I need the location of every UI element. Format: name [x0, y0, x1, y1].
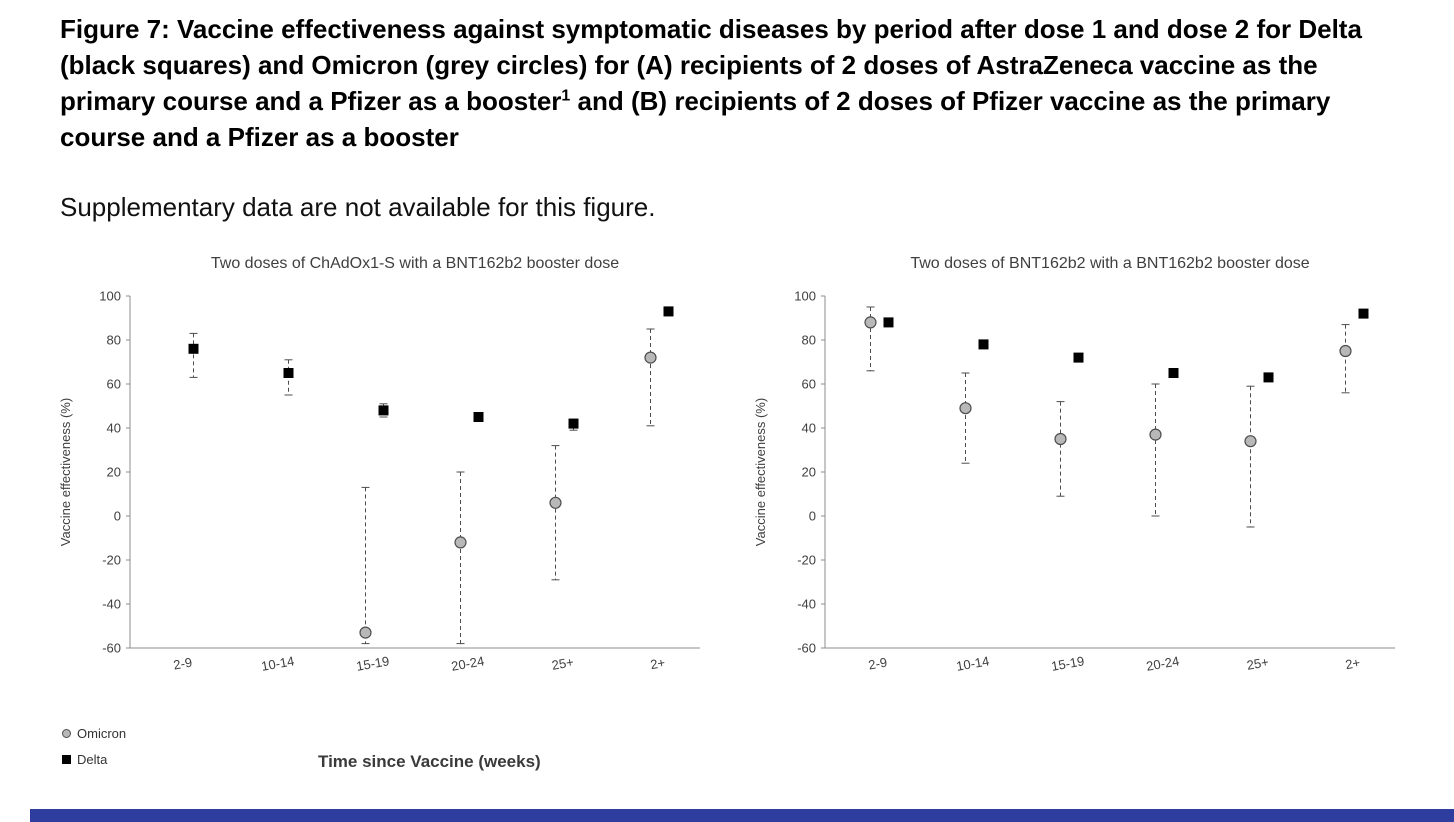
- omicron-marker: [1244, 435, 1257, 448]
- y-tick-label: 20: [107, 465, 121, 480]
- y-tick-label: 40: [802, 421, 816, 436]
- chart-b-canvas: Two doses of BNT162b2 with a BNT162b2 bo…: [753, 255, 1395, 674]
- supplementary-note: Supplementary data are not available for…: [60, 192, 656, 222]
- delta-marker: [1168, 368, 1179, 378]
- y-tick-label: 20: [802, 465, 816, 480]
- x-tick-label: 20-24: [1145, 653, 1180, 674]
- omicron-marker: [454, 536, 467, 549]
- omicron-marker: [959, 402, 972, 415]
- delta-marker: [1073, 352, 1084, 363]
- x-tick-label: 2+: [1344, 655, 1361, 672]
- delta-marker: [473, 412, 484, 422]
- omicron-marker: [549, 496, 562, 509]
- legend-item-omicron: Omicron: [62, 726, 126, 741]
- omicron-marker: [359, 626, 372, 639]
- y-tick-label: -40: [102, 597, 121, 612]
- y-tick-label: 100: [794, 289, 816, 304]
- x-tick-label: 20-24: [450, 653, 485, 674]
- y-tick-label: -60: [797, 641, 816, 656]
- delta-marker: [283, 368, 294, 378]
- legend-label-omicron: Omicron: [77, 726, 127, 741]
- delta-marker-icon: [62, 755, 71, 764]
- chart-a-canvas: Two doses of ChAdOx1-S with a BNT162b2 b…: [58, 255, 700, 674]
- omicron-marker-icon: [62, 729, 71, 738]
- y-tick-label: -60: [102, 641, 121, 656]
- footer-bar: [30, 809, 1454, 822]
- chart-title: Two doses of BNT162b2 with a BNT162b2 bo…: [910, 255, 1309, 272]
- x-tick-label: 10-14: [955, 653, 990, 674]
- y-tick-label: 60: [107, 377, 121, 392]
- figure-title-text: Figure 7: Vaccine effectiveness against …: [60, 14, 1362, 116]
- y-tick-label: -40: [797, 597, 816, 612]
- figure-title-text-2: and (B) recipients of 2 doses of Pfizer …: [60, 85, 1331, 152]
- delta-marker: [1358, 308, 1369, 319]
- y-axis-title: Vaccine effectiveness (%): [58, 398, 73, 546]
- omicron-marker: [644, 351, 657, 364]
- y-tick-label: 100: [99, 289, 121, 304]
- x-tick-label: 15-19: [1050, 653, 1085, 674]
- delta-marker: [378, 405, 389, 416]
- y-tick-label: -20: [102, 553, 121, 568]
- figure-title-superscript: 1: [561, 87, 571, 105]
- delta-marker: [188, 343, 199, 354]
- x-tick-label: 2-9: [867, 655, 888, 673]
- legend-label-delta: Delta: [77, 752, 108, 767]
- y-axis-title: Vaccine effectiveness (%): [753, 398, 768, 546]
- y-tick-label: -20: [797, 553, 816, 568]
- x-tick-label: 10-14: [260, 653, 295, 674]
- x-tick-label: 2-9: [172, 655, 193, 673]
- omicron-marker: [1149, 428, 1162, 441]
- omicron-marker: [1054, 432, 1067, 446]
- y-tick-label: 0: [809, 509, 816, 524]
- x-tick-label: 2+: [649, 655, 666, 672]
- delta-marker: [568, 418, 579, 429]
- delta-marker: [978, 339, 989, 350]
- delta-marker: [663, 306, 674, 317]
- y-tick-label: 0: [114, 509, 121, 524]
- y-tick-label: 60: [802, 377, 816, 392]
- x-tick-label: 25+: [551, 654, 575, 673]
- delta-marker: [883, 317, 894, 328]
- legend: Omicron Delta: [62, 726, 126, 767]
- x-tick-label: 15-19: [355, 653, 390, 674]
- legend-item-delta: Delta: [62, 752, 126, 767]
- delta-marker: [1263, 372, 1274, 383]
- figure-title: Figure 7: Vaccine effectiveness against …: [60, 12, 1410, 156]
- x-tick-label: 25+: [1246, 654, 1270, 673]
- omicron-marker: [864, 316, 877, 329]
- omicron-marker: [1339, 344, 1352, 358]
- chart-title: Two doses of ChAdOx1-S with a BNT162b2 b…: [211, 255, 619, 272]
- x-axis-label: Time since Vaccine (weeks): [318, 752, 541, 771]
- y-tick-label: 80: [802, 333, 816, 348]
- y-tick-label: 80: [107, 333, 121, 348]
- y-tick-label: 40: [107, 421, 121, 436]
